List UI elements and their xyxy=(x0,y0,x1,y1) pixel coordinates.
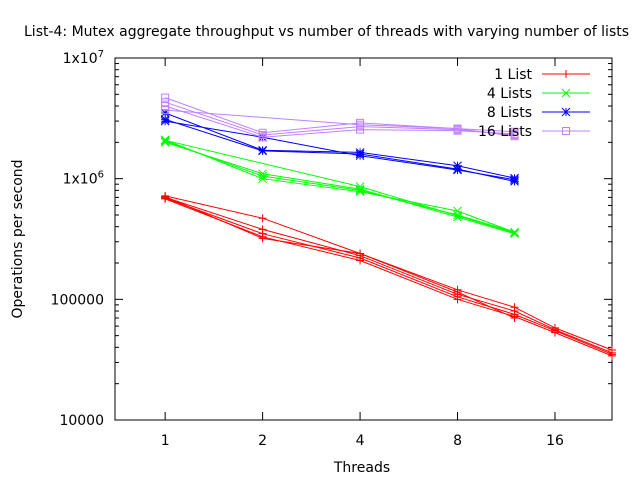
data-point xyxy=(510,228,519,238)
data-point xyxy=(510,227,519,237)
legend-marker xyxy=(561,88,571,98)
x-tick-label: 8 xyxy=(453,433,462,449)
legend: 1 List 4 Lists 8 Lists 16 Lists xyxy=(478,67,590,140)
data-point xyxy=(356,249,365,258)
legend-label: 1 List xyxy=(494,67,532,83)
data-point xyxy=(510,175,519,185)
series-line xyxy=(165,105,515,138)
data-point xyxy=(160,135,170,145)
data-point xyxy=(160,136,170,146)
x-tick-label: 16 xyxy=(546,433,564,449)
data-point xyxy=(258,171,267,181)
data-point xyxy=(355,182,365,191)
data-point xyxy=(160,137,170,147)
y-tick-label: 100000 xyxy=(51,292,104,308)
series-1-list xyxy=(161,191,616,360)
legend-label: 16 Lists xyxy=(478,124,532,140)
data-point xyxy=(356,125,365,134)
data-point xyxy=(356,120,365,129)
x-tick-label: 1 xyxy=(161,433,170,449)
series-line xyxy=(165,197,613,355)
data-point xyxy=(453,165,462,175)
data-point xyxy=(510,314,519,323)
data-point xyxy=(453,288,462,297)
y-tick-label: 10000 xyxy=(59,413,104,429)
series-line xyxy=(165,141,515,235)
series-line xyxy=(165,196,613,354)
series-layer xyxy=(160,93,616,360)
series-8-lists xyxy=(160,108,519,186)
data-point xyxy=(453,295,462,304)
series-16-lists xyxy=(161,93,519,142)
series-4-lists xyxy=(160,135,519,239)
plot-frame xyxy=(114,57,613,421)
data-point xyxy=(161,106,170,115)
legend-marker xyxy=(562,70,570,78)
y-axis-label: Operations per second xyxy=(10,159,26,318)
data-point xyxy=(453,206,462,216)
data-point xyxy=(510,127,519,136)
y-tick-label: 1x106 xyxy=(63,170,104,188)
data-point xyxy=(161,102,170,111)
data-point xyxy=(161,192,170,201)
data-point xyxy=(355,151,365,161)
series-line xyxy=(165,109,515,133)
data-point xyxy=(453,124,462,133)
x-axis: 1 2 4 8 16 xyxy=(161,58,564,449)
x-axis-label: Threads xyxy=(333,460,390,476)
data-point xyxy=(258,133,267,142)
data-point xyxy=(453,212,462,222)
legend-label: 8 Lists xyxy=(487,105,532,121)
chart-title: List-4: Mutex aggregate throughput vs nu… xyxy=(24,24,629,40)
legend-label: 4 Lists xyxy=(487,86,532,102)
data-point xyxy=(510,229,519,239)
data-point xyxy=(258,234,267,243)
x-tick-label: 2 xyxy=(258,433,267,449)
data-point xyxy=(161,93,170,102)
x-tick-label: 4 xyxy=(356,433,365,449)
data-point xyxy=(160,108,170,118)
y-axis: 10000 100000 1x106 1x107 xyxy=(51,49,612,429)
data-point xyxy=(356,256,365,265)
data-point xyxy=(550,328,559,337)
data-point xyxy=(258,169,267,179)
data-point xyxy=(258,146,267,156)
data-point xyxy=(608,351,616,360)
legend-marker xyxy=(561,107,571,117)
data-point xyxy=(258,214,267,223)
data-point xyxy=(160,116,170,126)
legend-marker xyxy=(562,127,570,135)
y-tick-label: 1x107 xyxy=(63,49,104,67)
